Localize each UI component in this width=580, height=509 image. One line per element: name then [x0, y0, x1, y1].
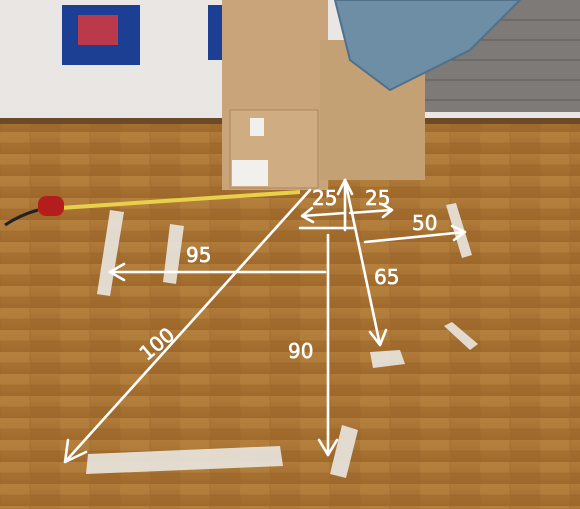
- tape-case: [38, 196, 64, 216]
- annotation-label: 90: [288, 339, 313, 363]
- annotation-label: 25: [365, 186, 390, 210]
- annotation-label: 65: [374, 265, 399, 289]
- box-label: [232, 160, 268, 186]
- poster-logo: [78, 15, 118, 45]
- annotation-label: 95: [186, 243, 211, 267]
- annotation-label: 25: [312, 186, 337, 210]
- box-label: [250, 118, 264, 136]
- photo: 25 25 50 95 65 100 90: [0, 0, 580, 509]
- poster: [208, 5, 222, 60]
- annotation-label: 50: [412, 211, 437, 235]
